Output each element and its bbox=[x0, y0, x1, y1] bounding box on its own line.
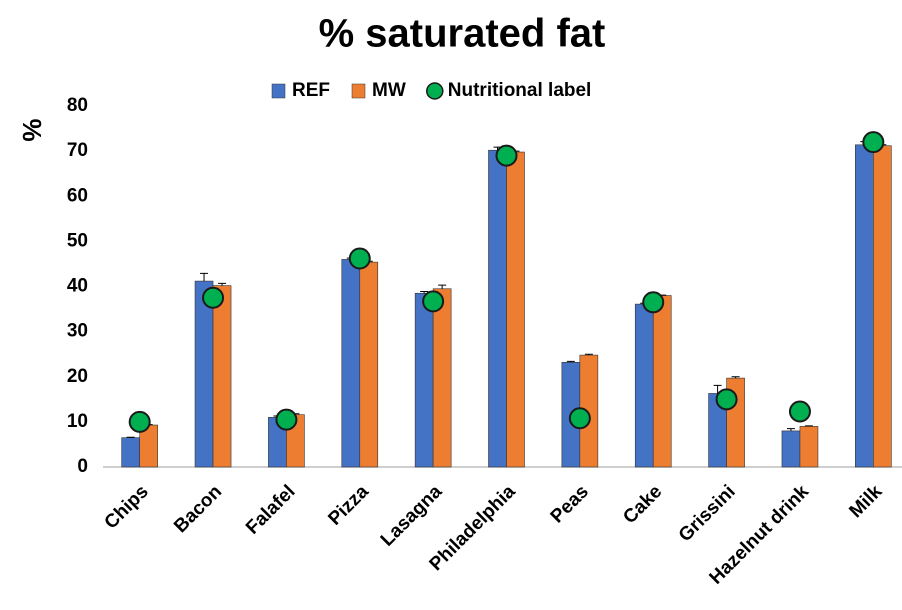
x-tick-label: Cake bbox=[619, 481, 666, 528]
legend-label: REF bbox=[292, 80, 330, 101]
bar bbox=[415, 293, 433, 467]
bar bbox=[360, 262, 378, 467]
legend-swatch bbox=[352, 84, 365, 98]
bar bbox=[213, 286, 231, 467]
bar bbox=[800, 426, 818, 467]
error-bar bbox=[218, 283, 226, 285]
x-tick-label: Lasagna bbox=[377, 481, 447, 551]
label-marker bbox=[790, 401, 810, 421]
label-marker bbox=[717, 389, 737, 409]
y-tick-label: 80 bbox=[67, 95, 88, 116]
legend-swatch bbox=[272, 84, 285, 98]
x-tick-label: Grissini bbox=[675, 481, 740, 546]
y-tick-label: 20 bbox=[67, 366, 88, 387]
bar bbox=[489, 150, 507, 467]
bar bbox=[195, 281, 213, 467]
x-tick-label: Milk bbox=[845, 481, 886, 522]
label-marker bbox=[423, 291, 443, 311]
bar bbox=[433, 289, 451, 467]
label-marker bbox=[570, 408, 590, 428]
x-tick-label: Falafel bbox=[242, 481, 299, 538]
y-axis-label: % bbox=[17, 118, 47, 141]
label-marker bbox=[643, 292, 663, 312]
label-marker bbox=[497, 146, 517, 166]
label-marker bbox=[863, 132, 883, 152]
error-bar bbox=[200, 273, 208, 281]
x-tick-label: Chips bbox=[101, 481, 153, 533]
bar bbox=[342, 259, 360, 467]
label-marker bbox=[203, 288, 223, 308]
y-tick-label: 70 bbox=[67, 140, 88, 161]
chart-title: % saturated fat bbox=[319, 12, 606, 56]
bar bbox=[507, 152, 525, 467]
y-tick-label: 10 bbox=[67, 411, 88, 432]
bar bbox=[782, 431, 800, 467]
label-marker bbox=[130, 412, 150, 432]
bar bbox=[653, 296, 671, 467]
legend-label: Nutritional label bbox=[448, 80, 592, 101]
y-tick-label: 40 bbox=[67, 276, 88, 297]
label-marker bbox=[276, 410, 296, 430]
x-tick-label: Peas bbox=[547, 481, 593, 527]
bar bbox=[855, 145, 873, 467]
x-tick-label: Bacon bbox=[170, 481, 226, 537]
y-tick-label: 30 bbox=[67, 321, 88, 342]
bar bbox=[873, 146, 891, 467]
bar bbox=[635, 304, 653, 467]
y-tick-label: 0 bbox=[77, 456, 88, 477]
y-tick-label: 50 bbox=[67, 230, 88, 251]
legend-label: MW bbox=[372, 80, 406, 101]
error-bar bbox=[438, 285, 446, 289]
x-tick-label: Pizza bbox=[324, 481, 373, 530]
bar bbox=[122, 438, 140, 467]
label-marker bbox=[350, 249, 370, 269]
legend-swatch bbox=[427, 83, 443, 99]
y-tick-label: 60 bbox=[67, 185, 88, 206]
error-bar bbox=[787, 429, 795, 431]
